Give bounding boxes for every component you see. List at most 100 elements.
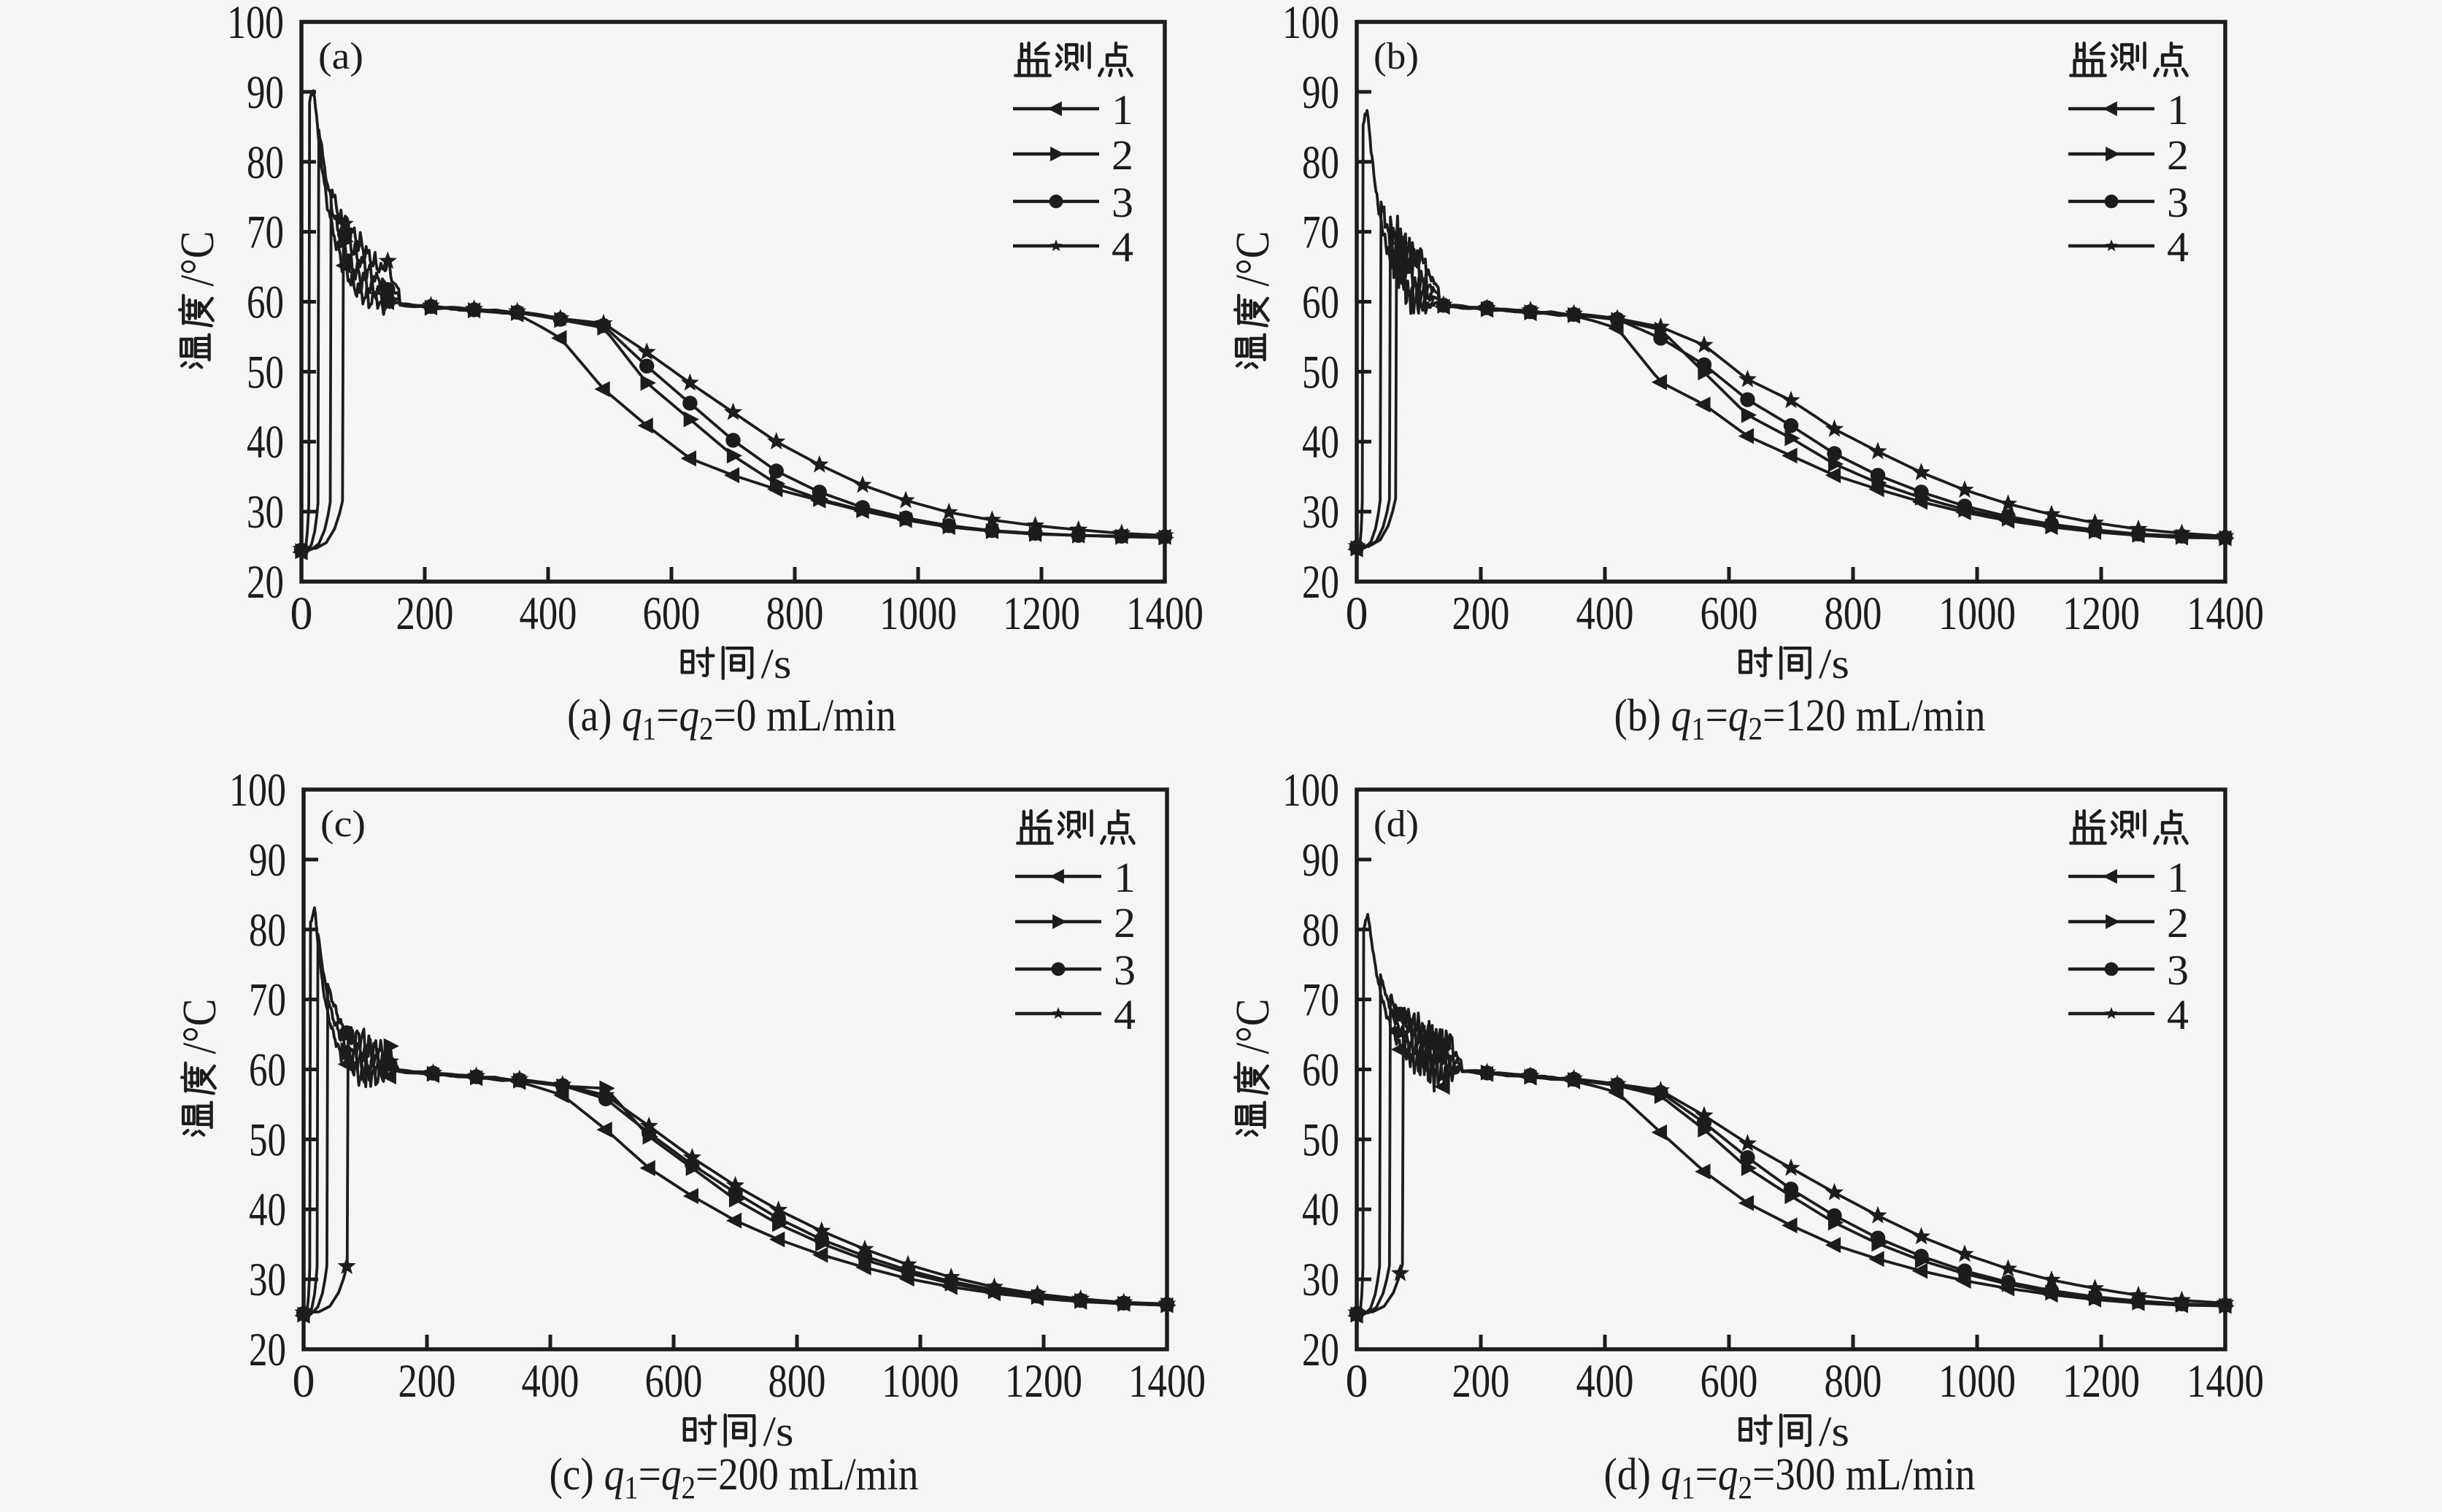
svg-text:(c): (c) bbox=[320, 803, 366, 845]
svg-text:100: 100 bbox=[1282, 0, 1339, 49]
svg-text:/s: /s bbox=[1819, 1408, 1849, 1455]
svg-text:1: 1 bbox=[1114, 854, 1136, 901]
svg-text:100: 100 bbox=[227, 0, 284, 49]
svg-text:4: 4 bbox=[1112, 223, 1133, 271]
svg-text:4: 4 bbox=[2167, 223, 2189, 271]
svg-text:0: 0 bbox=[1346, 1355, 1368, 1408]
svg-text:80: 80 bbox=[1302, 136, 1339, 189]
svg-text:600: 600 bbox=[1700, 587, 1758, 640]
svg-text:600: 600 bbox=[645, 1355, 703, 1408]
svg-text:0: 0 bbox=[290, 587, 313, 640]
svg-text:4: 4 bbox=[2167, 991, 2189, 1038]
svg-text:1200: 1200 bbox=[1005, 1355, 1082, 1408]
svg-text:(a) q1=q2=0 mL/min: (a) q1=q2=0 mL/min bbox=[567, 690, 896, 747]
svg-text:/s: /s bbox=[1819, 640, 1849, 687]
svg-text:70: 70 bbox=[249, 974, 286, 1027]
svg-text:30: 30 bbox=[1302, 1254, 1339, 1306]
svg-text:800: 800 bbox=[1825, 1355, 1882, 1408]
svg-text:2: 2 bbox=[1112, 131, 1133, 179]
svg-text:2: 2 bbox=[2167, 899, 2189, 946]
svg-text:1200: 1200 bbox=[1003, 587, 1080, 640]
svg-text:200: 200 bbox=[396, 587, 454, 640]
svg-text:800: 800 bbox=[769, 1355, 826, 1408]
svg-text:0: 0 bbox=[1346, 587, 1368, 640]
svg-text:50: 50 bbox=[249, 1114, 286, 1166]
svg-text:30: 30 bbox=[249, 1254, 286, 1306]
svg-text:/°C: /°C bbox=[171, 231, 224, 287]
svg-text:3: 3 bbox=[1112, 179, 1133, 226]
svg-text:80: 80 bbox=[1302, 904, 1339, 957]
svg-text:600: 600 bbox=[643, 587, 701, 640]
svg-text:40: 40 bbox=[1302, 416, 1339, 468]
svg-text:600: 600 bbox=[1700, 1355, 1758, 1408]
svg-text:/°C: /°C bbox=[1226, 999, 1279, 1054]
svg-text:90: 90 bbox=[249, 834, 286, 887]
svg-text:1: 1 bbox=[2167, 854, 2189, 901]
svg-text:800: 800 bbox=[1825, 587, 1882, 640]
svg-text:1400: 1400 bbox=[1126, 587, 1203, 640]
svg-text:400: 400 bbox=[1576, 1355, 1634, 1408]
svg-text:1000: 1000 bbox=[882, 1355, 959, 1408]
svg-text:400: 400 bbox=[1576, 587, 1634, 640]
svg-text:200: 200 bbox=[1452, 587, 1510, 640]
svg-text:1000: 1000 bbox=[1938, 1355, 2016, 1408]
svg-text:40: 40 bbox=[1302, 1184, 1339, 1236]
svg-text:20: 20 bbox=[247, 556, 284, 609]
svg-text:0: 0 bbox=[293, 1355, 315, 1408]
svg-text:60: 60 bbox=[249, 1044, 286, 1097]
svg-text:2: 2 bbox=[2167, 131, 2189, 179]
svg-text:200: 200 bbox=[1452, 1355, 1510, 1408]
svg-text:1200: 1200 bbox=[2062, 1355, 2140, 1408]
svg-text:60: 60 bbox=[1302, 1044, 1339, 1097]
svg-text:(d): (d) bbox=[1374, 803, 1419, 845]
svg-text:30: 30 bbox=[1302, 486, 1339, 539]
svg-text:1000: 1000 bbox=[1938, 587, 2016, 640]
svg-text:4: 4 bbox=[1114, 991, 1136, 1038]
svg-text:50: 50 bbox=[1302, 346, 1339, 398]
svg-text:200: 200 bbox=[398, 1355, 456, 1408]
svg-text:1: 1 bbox=[2167, 86, 2189, 134]
svg-text:100: 100 bbox=[229, 764, 286, 817]
svg-text:50: 50 bbox=[247, 346, 284, 398]
svg-text:400: 400 bbox=[520, 587, 577, 640]
svg-text:3: 3 bbox=[1114, 946, 1136, 994]
svg-text:60: 60 bbox=[247, 277, 284, 329]
svg-text:2: 2 bbox=[1114, 899, 1136, 946]
svg-text:(b): (b) bbox=[1374, 36, 1419, 77]
svg-text:3: 3 bbox=[2167, 946, 2189, 994]
svg-text:30: 30 bbox=[247, 486, 284, 539]
svg-text:90: 90 bbox=[1302, 66, 1339, 119]
svg-text:1: 1 bbox=[1112, 86, 1133, 134]
svg-text:1000: 1000 bbox=[879, 587, 957, 640]
svg-text:/°C: /°C bbox=[1226, 231, 1279, 287]
svg-text:70: 70 bbox=[1302, 974, 1339, 1027]
svg-text:80: 80 bbox=[249, 904, 286, 957]
svg-text:60: 60 bbox=[1302, 277, 1339, 329]
svg-text:40: 40 bbox=[247, 416, 284, 468]
svg-text:(b) q1=q2=120 mL/min: (b) q1=q2=120 mL/min bbox=[1614, 690, 1986, 747]
svg-text:70: 70 bbox=[1302, 207, 1339, 259]
svg-text:20: 20 bbox=[1302, 556, 1339, 609]
svg-text:1200: 1200 bbox=[2062, 587, 2140, 640]
svg-text:90: 90 bbox=[1302, 834, 1339, 887]
svg-text:1400: 1400 bbox=[2187, 587, 2264, 640]
svg-text:400: 400 bbox=[522, 1355, 579, 1408]
svg-text:3: 3 bbox=[2167, 179, 2189, 226]
svg-text:1400: 1400 bbox=[1128, 1355, 1206, 1408]
svg-text:(d) q1=q2=300 mL/min: (d) q1=q2=300 mL/min bbox=[1604, 1449, 1976, 1505]
svg-text:20: 20 bbox=[249, 1324, 286, 1376]
svg-text:(c) q1=q2=200 mL/min: (c) q1=q2=200 mL/min bbox=[550, 1449, 919, 1505]
svg-text:/°C: /°C bbox=[173, 999, 226, 1054]
svg-text:800: 800 bbox=[766, 587, 824, 640]
svg-text:70: 70 bbox=[247, 207, 284, 259]
svg-text:40: 40 bbox=[249, 1184, 286, 1236]
svg-text:/s: /s bbox=[763, 1408, 794, 1455]
svg-text:90: 90 bbox=[247, 66, 284, 119]
svg-text:20: 20 bbox=[1302, 1324, 1339, 1376]
svg-text:1400: 1400 bbox=[2187, 1355, 2264, 1408]
svg-text:/s: /s bbox=[761, 640, 792, 687]
svg-text:80: 80 bbox=[247, 136, 284, 189]
svg-text:50: 50 bbox=[1302, 1114, 1339, 1166]
svg-text:100: 100 bbox=[1282, 764, 1339, 817]
svg-text:(a): (a) bbox=[318, 36, 363, 77]
